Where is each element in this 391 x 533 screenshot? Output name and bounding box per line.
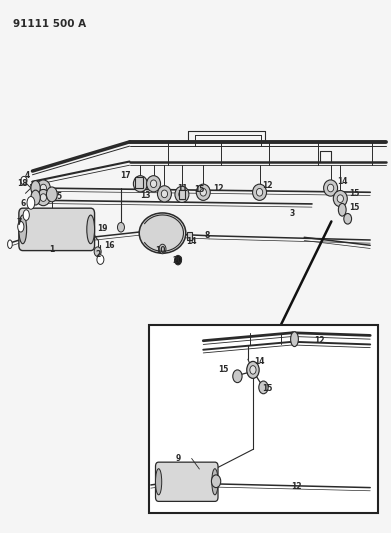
Ellipse shape	[175, 186, 189, 203]
Text: 16: 16	[104, 241, 115, 250]
Text: 91111 500 A: 91111 500 A	[13, 19, 86, 29]
Ellipse shape	[324, 180, 337, 196]
Text: 10: 10	[155, 246, 166, 255]
FancyBboxPatch shape	[156, 462, 218, 502]
Text: 14: 14	[254, 358, 265, 367]
Ellipse shape	[161, 190, 168, 198]
Ellipse shape	[344, 214, 352, 224]
Text: 2: 2	[95, 251, 100, 260]
Text: 4: 4	[25, 171, 30, 180]
Ellipse shape	[94, 247, 101, 256]
Ellipse shape	[87, 215, 95, 244]
Ellipse shape	[179, 191, 185, 198]
Text: 6: 6	[20, 199, 25, 208]
Ellipse shape	[139, 213, 186, 253]
Text: 7: 7	[16, 218, 22, 227]
Text: 17: 17	[120, 171, 131, 180]
Ellipse shape	[233, 370, 242, 383]
Ellipse shape	[18, 221, 24, 232]
Text: 15: 15	[350, 203, 360, 212]
Bar	[135, 177, 143, 188]
Ellipse shape	[137, 180, 143, 188]
Ellipse shape	[247, 361, 259, 378]
Text: 20: 20	[173, 256, 183, 265]
Ellipse shape	[151, 180, 157, 188]
Text: 18: 18	[18, 179, 28, 188]
Text: 1: 1	[49, 245, 54, 254]
Ellipse shape	[338, 204, 346, 216]
Ellipse shape	[200, 189, 206, 196]
FancyBboxPatch shape	[19, 208, 95, 251]
Ellipse shape	[23, 210, 29, 220]
Ellipse shape	[253, 184, 267, 200]
Ellipse shape	[337, 195, 343, 203]
Ellipse shape	[36, 189, 50, 206]
Ellipse shape	[256, 189, 263, 196]
Text: 12: 12	[291, 482, 302, 491]
Ellipse shape	[159, 244, 166, 254]
Bar	[149, 325, 378, 513]
Text: 12: 12	[314, 336, 325, 345]
Text: 11: 11	[177, 183, 187, 192]
Ellipse shape	[7, 240, 12, 248]
Ellipse shape	[250, 366, 256, 374]
Ellipse shape	[36, 180, 50, 196]
Text: 9: 9	[176, 454, 181, 463]
Text: 12: 12	[262, 181, 273, 190]
Ellipse shape	[158, 185, 171, 202]
Text: 13: 13	[140, 191, 150, 200]
Bar	[187, 232, 192, 240]
Ellipse shape	[117, 222, 124, 232]
Ellipse shape	[156, 469, 162, 495]
Ellipse shape	[212, 475, 221, 488]
Text: 5: 5	[56, 192, 61, 201]
Ellipse shape	[147, 176, 161, 192]
Text: 8: 8	[204, 231, 210, 240]
Text: 12: 12	[213, 183, 223, 192]
Ellipse shape	[31, 190, 40, 205]
Ellipse shape	[333, 190, 347, 207]
Text: 15: 15	[218, 366, 229, 374]
Text: 14: 14	[337, 177, 348, 186]
Text: 14: 14	[187, 237, 197, 246]
Ellipse shape	[133, 176, 147, 192]
Text: 15: 15	[194, 185, 204, 194]
Ellipse shape	[259, 381, 268, 394]
Bar	[179, 190, 185, 199]
Ellipse shape	[327, 184, 334, 192]
Ellipse shape	[291, 332, 298, 346]
Ellipse shape	[19, 215, 27, 244]
Ellipse shape	[31, 181, 40, 196]
Ellipse shape	[196, 184, 210, 200]
Ellipse shape	[174, 255, 181, 265]
Ellipse shape	[21, 176, 27, 185]
Ellipse shape	[47, 187, 57, 202]
Text: 19: 19	[97, 224, 108, 233]
Ellipse shape	[97, 255, 104, 264]
Text: 15: 15	[262, 384, 273, 393]
Ellipse shape	[40, 194, 47, 201]
Ellipse shape	[27, 197, 35, 209]
Ellipse shape	[212, 469, 218, 495]
Text: 3: 3	[290, 209, 295, 218]
Ellipse shape	[40, 184, 47, 192]
Text: 15: 15	[350, 189, 360, 198]
